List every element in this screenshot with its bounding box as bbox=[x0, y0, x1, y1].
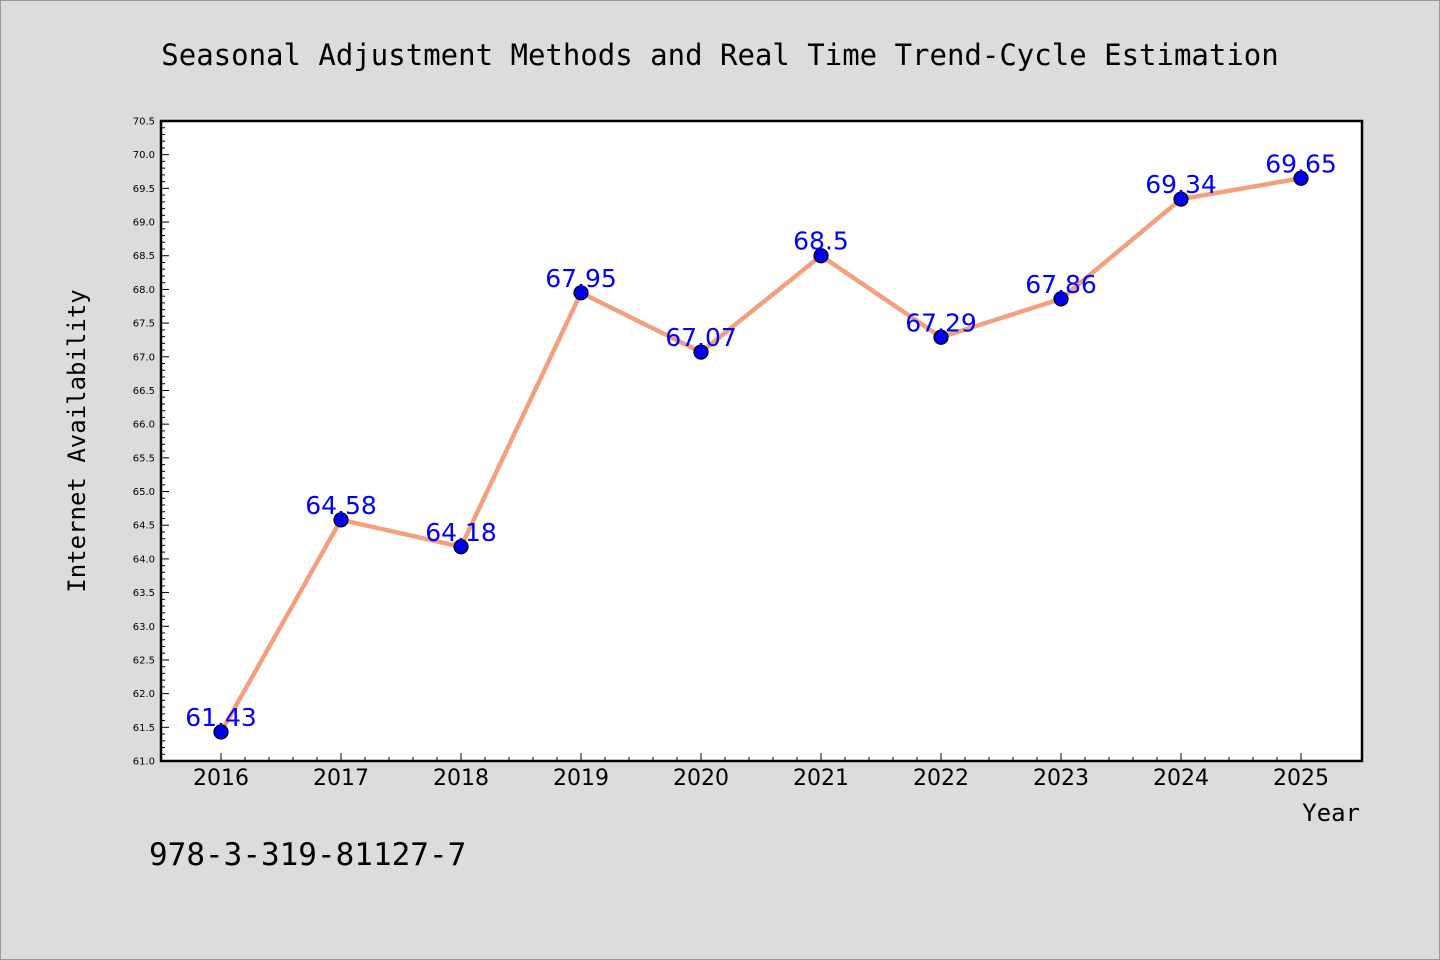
y-tick-label: 66.5 bbox=[133, 386, 155, 397]
x-tick-label: 2025 bbox=[1273, 766, 1329, 791]
data-point-marker bbox=[933, 329, 949, 345]
y-tick-label: 67.5 bbox=[133, 319, 155, 330]
y-tick-label: 66.0 bbox=[133, 420, 155, 431]
y-tick-label: 65.5 bbox=[133, 453, 155, 464]
x-tick-label: 2023 bbox=[1033, 766, 1089, 791]
data-point-marker bbox=[213, 724, 229, 740]
data-value-label: 69.65 bbox=[1265, 149, 1337, 178]
data-value-label: 68.5 bbox=[793, 227, 849, 256]
data-value-label: 67.86 bbox=[1025, 270, 1097, 299]
data-point-marker bbox=[333, 512, 349, 528]
data-point-marker bbox=[813, 248, 829, 264]
data-value-label: 67.29 bbox=[905, 308, 977, 337]
x-tick-label: 2016 bbox=[193, 766, 249, 791]
data-value-label: 64.58 bbox=[305, 491, 377, 520]
y-axis-label: Internet Availability bbox=[63, 289, 91, 592]
data-markers bbox=[213, 170, 1309, 740]
x-tick-label: 2019 bbox=[553, 766, 609, 791]
data-point-marker bbox=[1293, 170, 1309, 186]
y-tick-label: 65.0 bbox=[133, 487, 155, 498]
y-tick-label: 69.5 bbox=[133, 184, 155, 195]
x-tick-label: 2017 bbox=[313, 766, 369, 791]
data-value-label: 67.95 bbox=[545, 264, 617, 293]
y-tick-label: 68.0 bbox=[133, 285, 155, 296]
y-tick-label: 67.0 bbox=[133, 352, 155, 363]
y-tick-label: 62.5 bbox=[133, 655, 155, 666]
x-tick-label: 2018 bbox=[433, 766, 489, 791]
x-tick-label: 2021 bbox=[793, 766, 849, 791]
y-tick-label: 68.5 bbox=[133, 251, 155, 262]
data-point-marker bbox=[1053, 291, 1069, 307]
y-tick-label: 62.0 bbox=[133, 689, 155, 700]
data-point-marker bbox=[693, 344, 709, 360]
x-tick-label: 2022 bbox=[913, 766, 969, 791]
data-point-marker bbox=[453, 539, 469, 555]
data-value-label: 61.43 bbox=[185, 703, 257, 732]
data-value-label: 67.07 bbox=[665, 323, 737, 352]
y-axis-ticks: 61.0 61.5 62.0 62.5 63.0 63.5 64.0 64.5 65.0 65.5… bbox=[133, 117, 169, 768]
y-tick-label: 63.0 bbox=[133, 622, 155, 633]
x-axis-ticks: 2016 2017 2018 2019 2020 2021 2022 2023 2024 2025 bbox=[193, 753, 1329, 791]
data-point-marker bbox=[573, 285, 589, 301]
y-tick-label: 63.5 bbox=[133, 588, 155, 599]
x-axis-label: Year bbox=[1302, 799, 1360, 827]
data-value-label: 69.34 bbox=[1145, 170, 1217, 199]
plot-area bbox=[159, 119, 1364, 763]
data-labels: 61.43 64.58 64.18 67.95 67.07 68.5 67.29 67.86 6… bbox=[185, 149, 1337, 732]
y-tick-label: 70.0 bbox=[133, 150, 155, 161]
y-tick-label: 69.0 bbox=[133, 218, 155, 229]
isbn-footer-text: 978-3-319-81127-7 bbox=[149, 837, 466, 873]
y-tick-label: 61.5 bbox=[133, 723, 155, 734]
y-tick-label: 64.5 bbox=[133, 521, 155, 532]
x-tick-label: 2020 bbox=[673, 766, 729, 791]
y-tick-label: 61.0 bbox=[133, 757, 155, 768]
data-value-label: 64.18 bbox=[425, 518, 497, 547]
chart-title: Seasonal Adjustment Methods and Real Tim… bbox=[161, 38, 1278, 72]
data-point-marker bbox=[1173, 191, 1189, 207]
x-tick-label: 2024 bbox=[1153, 766, 1209, 791]
y-tick-label: 64.0 bbox=[133, 554, 155, 565]
y-tick-label: 70.5 bbox=[133, 117, 155, 128]
series-line bbox=[219, 176, 1302, 734]
